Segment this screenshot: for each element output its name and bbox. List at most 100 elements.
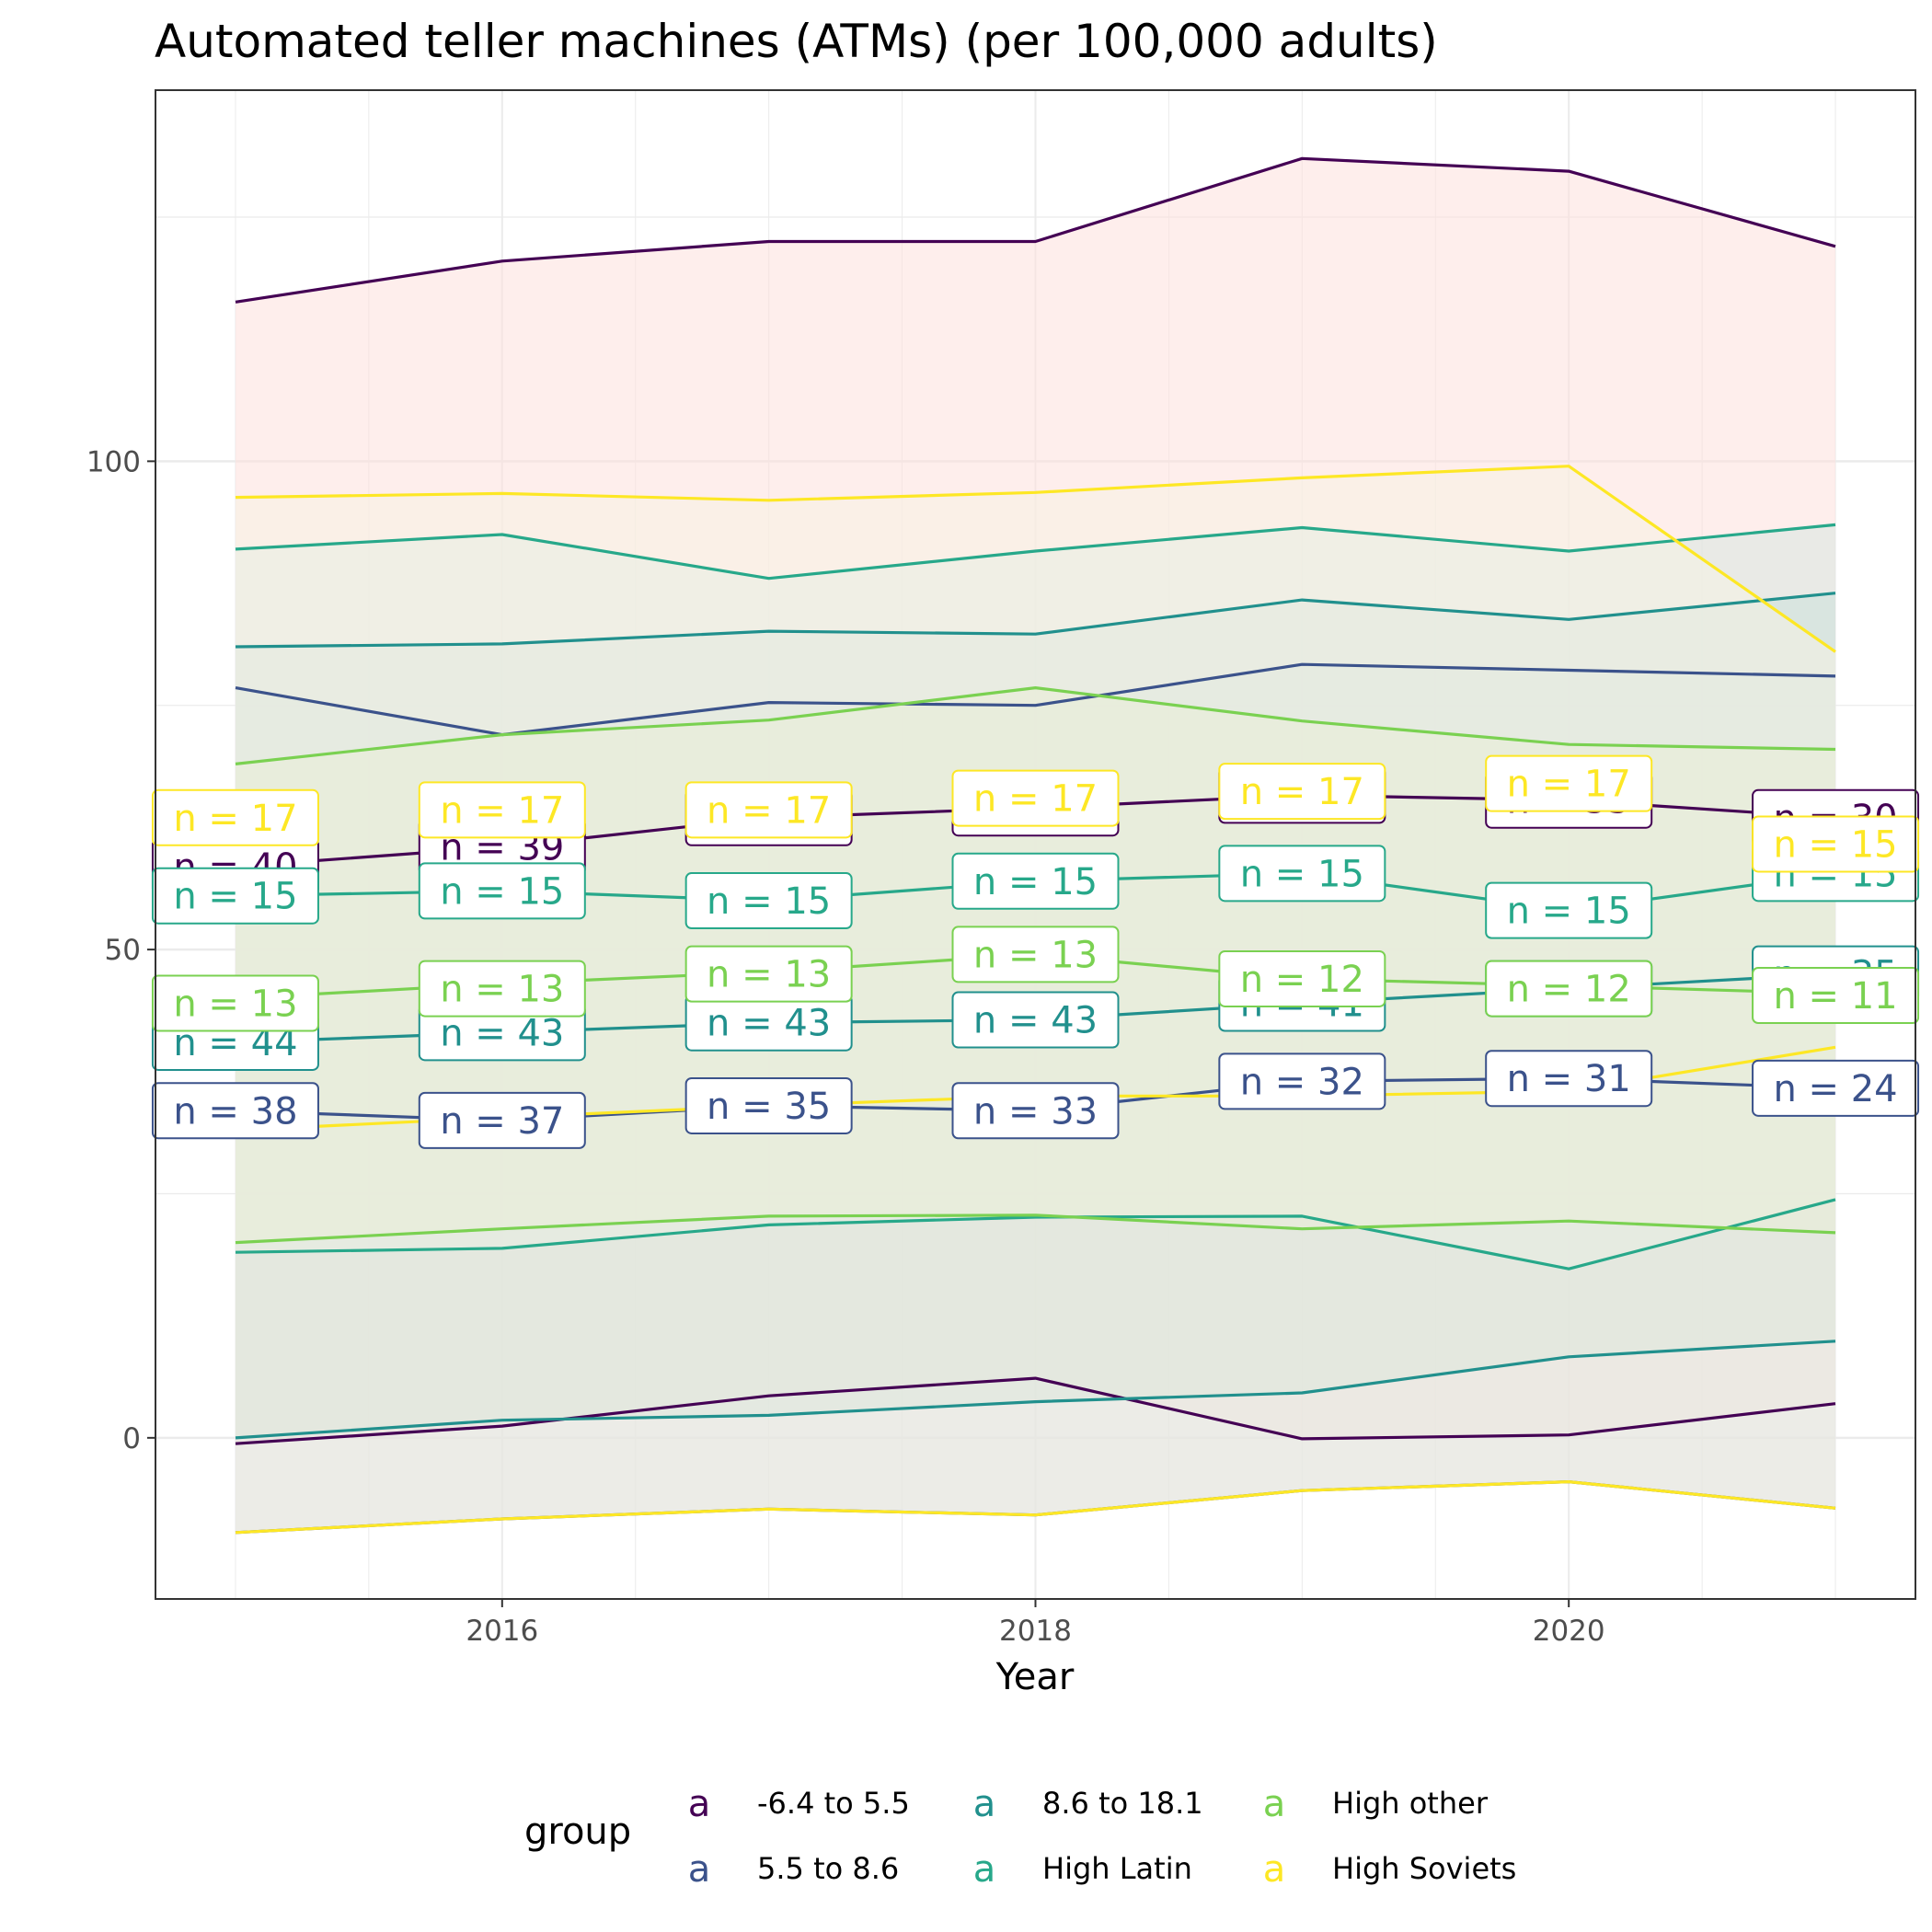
- n-label-box: [151, 1082, 319, 1140]
- n-label-text: n = 17: [440, 789, 564, 832]
- n-label: n = 13: [151, 974, 319, 1032]
- n-label-box: [1218, 949, 1386, 1007]
- n-label-text: n = 38: [173, 1090, 297, 1133]
- y-tick-label: 0: [122, 1422, 141, 1455]
- n-label: n = 17: [684, 781, 853, 839]
- n-label-box: [951, 926, 1120, 983]
- n-label-box: [951, 991, 1120, 1049]
- n-label-text: n = 15: [1240, 853, 1364, 895]
- n-label: n = 15: [418, 862, 586, 920]
- n-label-text: n = 35: [707, 1086, 831, 1128]
- n-label: n = 15: [1485, 881, 1653, 939]
- n-label-text: n = 32: [1240, 1061, 1364, 1103]
- n-label-text: n = 43: [707, 1003, 831, 1045]
- n-label-text: n = 43: [440, 1012, 564, 1054]
- n-label-box: [1485, 754, 1653, 812]
- n-label-text: n = 43: [973, 1000, 1098, 1042]
- n-label: n = 15: [684, 872, 853, 930]
- lower-line-2: [235, 1340, 1836, 1440]
- n-label: n = 11: [1752, 967, 1920, 1024]
- upper-line-4: [235, 685, 1836, 765]
- legend-key: a: [688, 1783, 711, 1825]
- legend-key: a: [973, 1783, 996, 1825]
- chart-title: Automated teller machines (ATMs) (per 10…: [155, 15, 1438, 68]
- n-label-box: [1485, 881, 1653, 939]
- n-label: n = 15: [951, 852, 1120, 910]
- n-label-box: [1218, 1052, 1386, 1110]
- n-label: n = 17: [151, 788, 319, 846]
- n-label: n = 15: [1218, 845, 1386, 903]
- n-label-box: [1218, 845, 1386, 903]
- n-label-text: n = 17: [707, 789, 831, 832]
- n-label: n = 13: [684, 945, 853, 1003]
- upper-line-3: [235, 523, 1836, 581]
- n-label-box: [418, 1091, 586, 1149]
- n-label-text: n = 15: [173, 876, 297, 918]
- n-label-box: [418, 862, 586, 920]
- n-label-text: n = 13: [973, 934, 1098, 976]
- x-axis-title: Year: [995, 1656, 1075, 1698]
- legend: group a -6.4 to 5.5 a 5.5 to 8.6 a 8.6 to 18.…: [524, 1783, 1516, 1891]
- legend-key: a: [1263, 1848, 1286, 1891]
- n-label-box: [684, 945, 853, 1003]
- n-label: n = 43: [684, 994, 853, 1052]
- n-label: n = 17: [1218, 763, 1386, 821]
- lower-line-4: [235, 1213, 1836, 1245]
- upper-line-0: [235, 156, 1836, 304]
- n-label-box: [418, 960, 586, 1018]
- n-label-text: n = 17: [1240, 771, 1364, 813]
- legend-label: 8.6 to 18.1: [1042, 1786, 1203, 1821]
- n-label-text: n = 12: [1507, 969, 1631, 1011]
- n-label: n = 33: [951, 1082, 1120, 1140]
- n-label-text: n = 37: [440, 1100, 564, 1143]
- n-label-text: n = 31: [1507, 1058, 1631, 1100]
- n-label-text: n = 13: [173, 983, 297, 1025]
- x-tick-label: 2018: [999, 1615, 1072, 1648]
- n-label-box: [684, 1076, 853, 1134]
- y-tick-label: 50: [105, 934, 141, 967]
- legend-label: 5.5 to 8.6: [757, 1851, 899, 1886]
- n-label: n = 38: [151, 1082, 319, 1140]
- n-label-box: [1752, 967, 1920, 1024]
- n-label: n = 12: [1485, 960, 1653, 1018]
- y-axis: 0 50 100: [86, 445, 155, 1455]
- n-label-box: [1218, 763, 1386, 821]
- n-label-text: n = 15: [440, 870, 564, 913]
- n-label-box: [684, 781, 853, 839]
- n-label-text: n = 11: [1773, 975, 1897, 1018]
- n-label-text: n = 15: [1773, 823, 1897, 866]
- legend-key: a: [1263, 1783, 1286, 1825]
- n-label: n = 32: [1218, 1052, 1386, 1110]
- n-label-box: [1752, 1059, 1920, 1117]
- upper-line-2: [235, 592, 1836, 649]
- n-label-box: [951, 852, 1120, 910]
- n-label-box: [1485, 960, 1653, 1018]
- n-label-text: n = 13: [707, 954, 831, 996]
- n-label: n = 35: [684, 1076, 853, 1134]
- n-label: n = 43: [951, 991, 1120, 1049]
- n-label-text: n = 24: [1773, 1068, 1897, 1110]
- n-label: n = 37: [418, 1091, 586, 1149]
- n-label: n = 24: [1752, 1059, 1920, 1117]
- upper-line-5: [235, 465, 1836, 653]
- n-label-text: n = 33: [973, 1090, 1098, 1133]
- n-label: n = 17: [951, 769, 1120, 827]
- n-label-box: [151, 974, 319, 1032]
- n-label: n = 31: [1485, 1050, 1653, 1108]
- n-label: n = 15: [151, 867, 319, 925]
- n-label-box: [1752, 815, 1920, 873]
- legend-key: a: [973, 1848, 996, 1891]
- n-label-text: n = 17: [973, 778, 1098, 821]
- lower-line-3: [235, 1198, 1836, 1271]
- n-label: n = 15: [1752, 815, 1920, 873]
- n-label-box: [684, 872, 853, 930]
- legend-label: High Soviets: [1332, 1851, 1516, 1886]
- n-label: n = 12: [1218, 949, 1386, 1007]
- n-label-text: n = 17: [173, 798, 297, 840]
- n-label-box: [151, 867, 319, 925]
- legend-label: High other: [1332, 1786, 1489, 1821]
- n-label-text: n = 15: [1507, 891, 1631, 933]
- n-label: n = 13: [418, 960, 586, 1018]
- n-label-text: n = 15: [707, 880, 831, 923]
- n-label-text: n = 12: [1240, 959, 1364, 1001]
